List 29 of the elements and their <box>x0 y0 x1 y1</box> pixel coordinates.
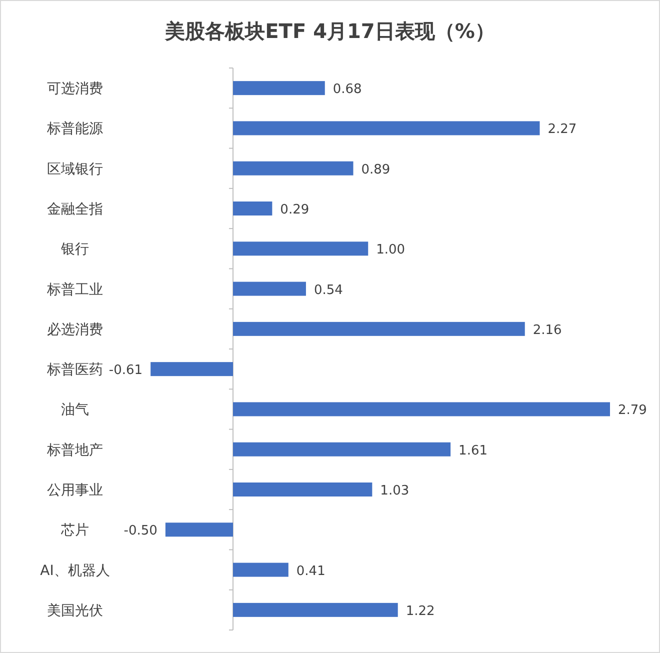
value-label: 1.03 <box>380 484 410 498</box>
category-label: 公用事业 <box>47 482 103 498</box>
category-label: AI、机器人 <box>40 562 110 579</box>
value-label: 1.22 <box>406 604 435 619</box>
value-label: 0.29 <box>280 202 310 218</box>
value-label: 0.41 <box>296 564 326 579</box>
title: 美股各板块ETF 4月17日表现（%） <box>165 19 495 43</box>
category-label: 标普工业 <box>47 282 103 298</box>
value-label: 0.54 <box>314 282 343 298</box>
category-label: 必选消费 <box>47 322 103 338</box>
value-label: 2.16 <box>532 322 562 338</box>
value-label: 0.89 <box>361 162 390 178</box>
category-label: 标普地产 <box>47 442 103 458</box>
category-label: 标普医药 <box>47 362 103 378</box>
value-label: 2.79 <box>618 403 647 418</box>
value-label: -0.61 <box>108 363 143 378</box>
category-label: 银行 <box>61 242 89 258</box>
value-label: 0.68 <box>332 82 362 98</box>
value-label: 2.27 <box>548 122 577 138</box>
category-label: 金融全指 <box>47 202 103 218</box>
value-label: 1.61 <box>458 443 488 458</box>
category-label: 标普能源 <box>47 121 103 138</box>
category-label: 区域银行 <box>47 161 103 178</box>
value-label: -0.50 <box>124 524 158 539</box>
category-label: 可选消费 <box>47 81 103 98</box>
category-label: 芯片 <box>61 522 89 539</box>
category-label: 美国光伏 <box>47 602 103 619</box>
category-label: 油气 <box>61 402 89 418</box>
value-label: 1.00 <box>376 242 406 258</box>
